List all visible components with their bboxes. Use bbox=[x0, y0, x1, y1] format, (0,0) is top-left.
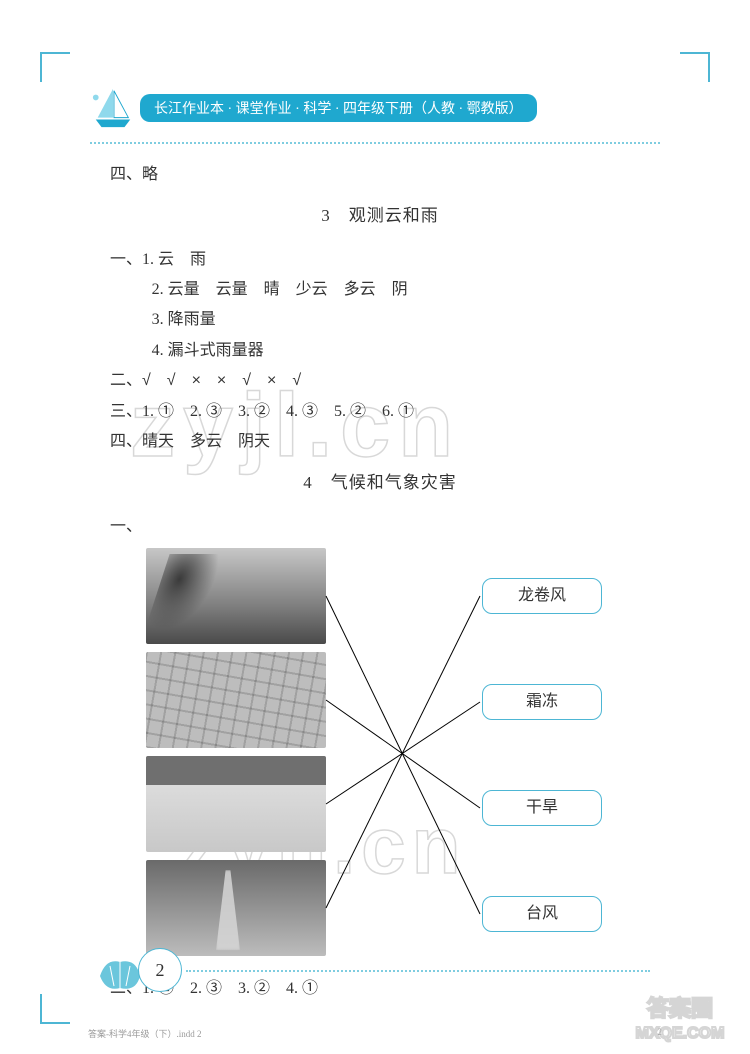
shell-icon bbox=[96, 956, 144, 996]
answer-line: 4. 漏斗式雨量器 bbox=[110, 336, 650, 366]
answer-line: 2. 云量 云量 晴 少云 多云 阴 bbox=[110, 275, 650, 305]
print-info-left: 答案-科学4年级（下）.indd 2 bbox=[88, 1027, 202, 1040]
match-image-drought bbox=[146, 652, 326, 748]
answer-line: 四、晴天 多云 阴天 bbox=[110, 427, 650, 457]
answer-line: 二、1. ② 2. ③ 3. ② 4. ① bbox=[110, 974, 650, 1004]
page-header: 长江作业本 · 课堂作业 · 科学 · 四年级下册（人教 · 鄂教版） bbox=[90, 85, 537, 131]
answer-line: 四、略 bbox=[110, 160, 650, 190]
footer-divider bbox=[186, 970, 650, 972]
site-logo-watermark: 答案圈 MXQE.COM bbox=[620, 992, 740, 1048]
header-divider bbox=[90, 142, 660, 144]
print-info: 答案-科学4年级（下）.indd 2 2 bbox=[88, 1027, 662, 1040]
section-title: 3 观测云和雨 bbox=[110, 200, 650, 232]
section-title: 4 气候和气象灾害 bbox=[110, 467, 650, 499]
logo-line1: 答案圈 bbox=[647, 996, 713, 1021]
content-area: 四、略 3 观测云和雨 一、1. 云 雨 2. 云量 云量 晴 少云 多云 阴 … bbox=[110, 160, 650, 1005]
answer-line: 3. 降雨量 bbox=[110, 305, 650, 335]
match-image-frost bbox=[146, 756, 326, 852]
matching-diagram: 龙卷风 霜冻 干旱 台风 bbox=[110, 548, 650, 968]
answer-line: 二、√ √ × × √ × √ bbox=[110, 366, 650, 396]
logo-line2: MXQE.COM bbox=[636, 1025, 725, 1042]
answer-line: 一、 bbox=[110, 512, 650, 542]
image-column bbox=[146, 548, 326, 964]
header-title: 长江作业本 · 课堂作业 · 科学 · 四年级下册（人教 · 鄂教版） bbox=[140, 94, 537, 122]
answer-line: 一、1. 云 雨 bbox=[110, 245, 650, 275]
sailboat-icon bbox=[90, 85, 136, 131]
match-label: 龙卷风 bbox=[482, 578, 602, 614]
page-number: 2 bbox=[138, 948, 182, 992]
answer-line: 三、1. ① 2. ③ 3. ② 4. ③ 5. ② 6. ① bbox=[110, 397, 650, 427]
match-label: 干旱 bbox=[482, 790, 602, 826]
match-label: 霜冻 bbox=[482, 684, 602, 720]
crop-mark-tr bbox=[680, 52, 710, 82]
match-label: 台风 bbox=[482, 896, 602, 932]
match-image-tornado bbox=[146, 860, 326, 956]
crop-mark-bl bbox=[40, 994, 70, 1024]
crop-mark-tl bbox=[40, 52, 70, 82]
match-image-typhoon bbox=[146, 548, 326, 644]
